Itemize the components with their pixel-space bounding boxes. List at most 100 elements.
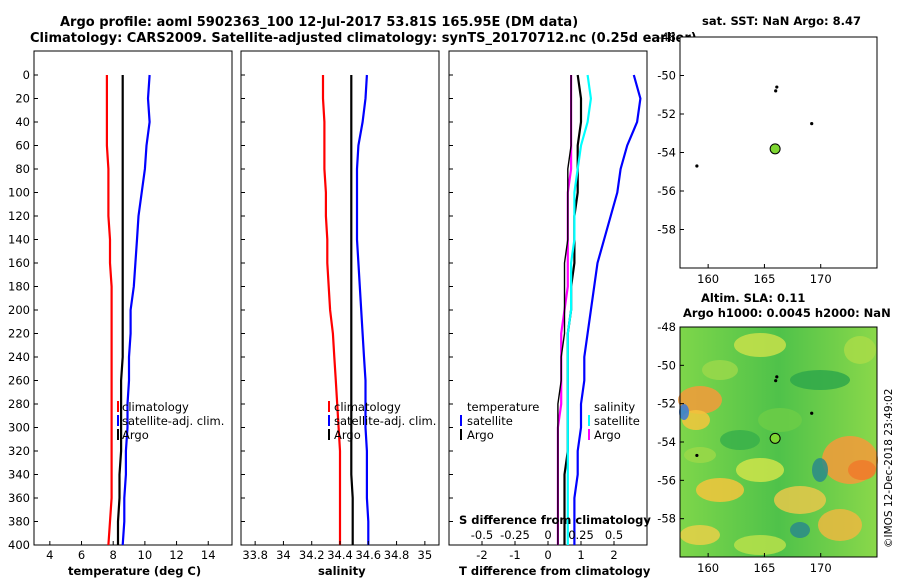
salinity-tick-label: 34 [276,548,291,562]
temperature-tick-label: 12 [169,548,184,562]
previous-position-marker [695,453,699,458]
sla-map-title-2: Argo h1000: 0.0045 h2000: NaN [683,306,891,320]
legend-label-argo: Argo [334,428,361,442]
sla-color-patch [774,486,826,514]
legend-label-t-argo: Argo [467,428,494,442]
legend-swatch-s-satellite [588,415,590,426]
legend-swatch-argo [117,429,119,440]
sst-map-x-tick-label: 165 [753,272,775,286]
legend-swatch-t-argo [460,429,462,440]
argo-position-marker [769,143,781,155]
sla-color-patch [844,336,876,364]
salinity-line-2 [350,75,354,545]
difference-line-2 [566,74,593,545]
argo-position-marker [769,432,781,444]
sla-map-y-tick-label: -58 [657,512,676,526]
temperature-panel-frame [33,50,233,546]
previous-position-marker [695,164,699,168]
sla-color-patch [848,460,876,480]
temperature-line-0 [105,75,113,546]
s-difference-axis-label: S difference from climatology [459,513,651,527]
sla-map-x-tick-label: 170 [810,561,832,575]
depth-tick-labels: 0 20 40 60 80 100 120 140 160 180 200 220 240 260 280 3… [8,68,453,552]
difference-series [556,74,642,545]
legend-label-s-satellite: satellite [594,414,640,428]
previous-position-marker [774,89,778,93]
legend-label-satellite: satellite-adj. clim. [334,414,436,428]
legend-swatch-argo [328,429,330,440]
sla-map-title-1: Altim. SLA: 0.11 [701,291,805,305]
depth-tick-label: 0 [23,68,30,82]
depth-tick-label: 280 [8,397,30,411]
depth-tick-label: 160 [8,256,30,270]
legend-swatch-satellite [328,415,330,426]
legend-label-satellite: satellite-adj. clim. [122,414,224,428]
previous-position-marker [775,85,779,89]
sla-color-patch [702,360,738,380]
sla-map-y-tick-label: -56 [657,473,676,487]
depth-tick-label: 340 [8,468,30,482]
sla-color-patch [734,535,786,555]
depth-tick-label: 380 [8,515,30,529]
previous-position-marker [774,379,778,383]
depth-tick-label: 40 [15,115,30,129]
salinity-series [321,74,370,545]
sla-color-patch [818,509,862,541]
sst-map-markers [695,85,814,168]
sla-color-patch [678,386,722,414]
sst-map-x-tick-label: 170 [810,272,832,286]
sla-heatmap-blobs [678,333,878,555]
sst-map-y-tick-label: -54 [657,146,676,160]
temperature-line-2 [116,75,124,545]
depth-tick-label: 320 [8,444,30,458]
sla-color-patch [758,408,802,432]
depth-tick-label: 180 [8,280,30,294]
salinity-tick-label: 34.4 [327,548,353,562]
legend-swatch-t-satellite [460,415,462,426]
sst-map-y-tick-label: -58 [657,223,676,237]
legend-label-argo: Argo [122,428,149,442]
legend-swatch-s-argo [588,429,590,440]
depth-tick-label: 220 [8,327,30,341]
x-tick-labels: 4 6 8 10 12 14 33.8 34 34.2 34.4 34.6 34.8 35 -2 -1 0 1 2… [46,528,623,562]
salinity-tick-label: 34.8 [384,548,410,562]
t-difference-axis-label: T difference from climatology [459,564,651,578]
sst-map-y-tick-label: -48 [657,30,676,44]
temperature-tick-label: 10 [138,548,153,562]
sla-color-patch [684,447,716,463]
legend-label-t-satellite: satellite [467,414,513,428]
depth-tick-label: 240 [8,350,30,364]
legend-swatch-satellite [117,415,119,426]
difference-panel-frame [448,50,648,546]
salinity-legend: climatology satellite-adj. clim. Argo [328,400,436,442]
legend-label-climatology: climatology [122,400,189,414]
sst-map-title: sat. SST: NaN Argo: 8.47 [702,14,861,28]
depth-tick-label: 200 [8,303,30,317]
sst-map-y-tick-label: -56 [657,184,676,198]
legend-swatch-climatology [117,401,119,412]
salinity-line-1 [355,74,370,545]
sla-color-patch [682,410,710,430]
t-difference-tick-label: -1 [509,548,520,562]
salinity-tick-label: 34.2 [299,548,325,562]
difference-legend: temperature satellite Argo salinity sate… [460,400,640,442]
sla-map-markers [695,375,814,458]
depth-tick-label: 300 [8,421,30,435]
salinity-tick-label: 35 [418,548,433,562]
temperature-line-1 [121,74,151,546]
s-difference-tick-label: 0 [544,528,551,542]
sla-color-patch [696,478,744,502]
t-difference-tick-label: 0 [544,548,551,562]
salinity-tick-label: 33.8 [242,548,268,562]
legend-label-climatology: climatology [334,400,401,414]
sla-color-patch [679,404,689,420]
legend-swatch-climatology [328,401,330,412]
temperature-tick-label: 4 [46,548,53,562]
title-line-1: Argo profile: aoml 5902363_100 12-Jul-20… [60,15,578,30]
depth-tick-label: 60 [15,139,30,153]
legend-label-s-argo: Argo [594,428,621,442]
title-line-2: Climatology: CARS2009. Satellite-adjuste… [30,31,697,46]
depth-tick-label: 100 [8,186,30,200]
sla-map-y-tick-label: -54 [657,435,676,449]
t-difference-tick-label: 2 [610,548,617,562]
